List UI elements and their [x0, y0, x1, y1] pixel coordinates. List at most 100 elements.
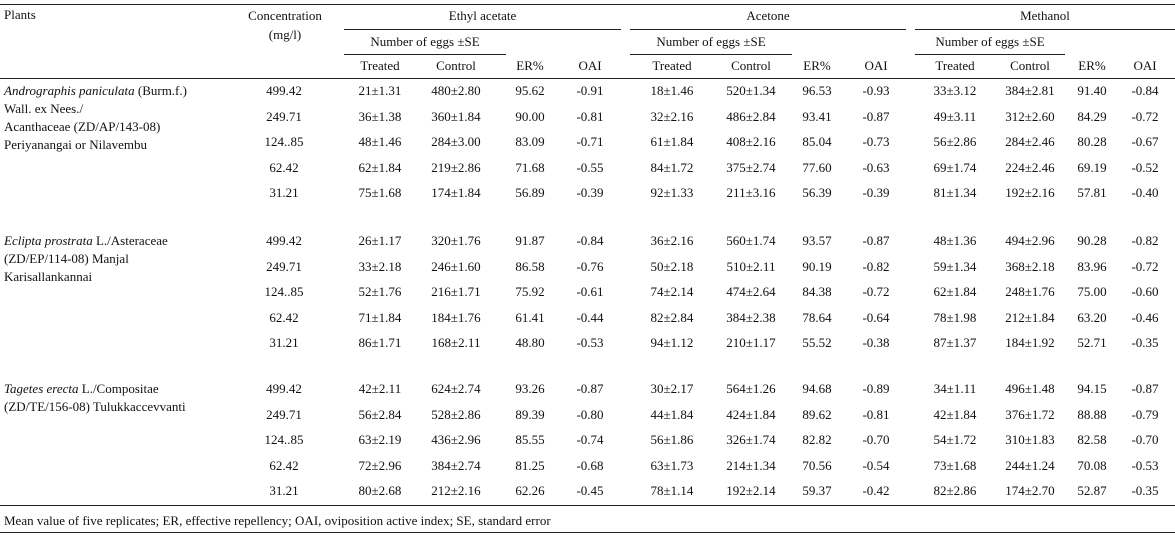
ea-control-cell: 320±1.76	[431, 233, 481, 248]
me-control-header: Control	[1010, 58, 1050, 73]
me-oai-cell: -0.35	[1131, 335, 1159, 350]
me-number-of-eggs: Number of eggs ±SE	[935, 34, 1045, 49]
ea-control-cell: 624±2.74	[431, 381, 481, 396]
me-er-cell: 91.40	[1077, 83, 1107, 98]
ea-er-cell: 81.25	[515, 457, 545, 473]
ea-er-cell: 56.89	[515, 185, 545, 200]
ea-oai-cell: -0.55	[576, 159, 604, 175]
ea-er-cell: 89.39	[515, 406, 545, 422]
me-control-cell: 192±2.16	[1005, 185, 1055, 200]
ea-treated-cell: 72±2.96	[358, 457, 402, 473]
me-oai-cell: -0.67	[1131, 134, 1159, 149]
ac-control-cell: 564±1.26	[726, 381, 776, 396]
ac-er-cell: 84.38	[802, 284, 832, 299]
ea-er-cell: 91.87	[515, 233, 545, 248]
ea-oai-cell: -0.76	[576, 258, 604, 274]
ea-control-cell: 219±2.86	[431, 159, 481, 175]
me-control-cell: 494±2.96	[1005, 233, 1055, 248]
ac-treated-cell: 74±2.14	[650, 284, 694, 299]
me-control-cell: 248±1.76	[1005, 284, 1055, 299]
ac-control-cell: 520±1.34	[726, 83, 776, 98]
ea-treated-cell: 42±2.11	[358, 381, 402, 396]
ac-treated-cell: 56±1.86	[650, 432, 694, 447]
plant-name-line: Eclipta prostrata L./Asteraceae	[4, 232, 168, 249]
ea-control-cell: 216±1.71	[431, 284, 481, 299]
me-oai-cell: -0.79	[1131, 406, 1159, 422]
ea-treated-cell: 26±1.17	[358, 233, 402, 248]
me-control-cell: 212±1.84	[1005, 309, 1055, 325]
ac-oai-cell: -0.73	[862, 134, 890, 149]
ac-er-cell: 96.53	[802, 83, 832, 98]
plant-name-line: Karisallankannai	[4, 268, 92, 285]
me-er-cell: 75.00	[1077, 284, 1107, 299]
me-treated-cell: 42±1.84	[933, 406, 977, 422]
ea-oai-cell: -0.81	[576, 108, 604, 124]
ac-treated-cell: 94±1.12	[650, 335, 694, 350]
ea-treated-cell: 62±1.84	[358, 159, 402, 175]
me-control-cell: 368±2.18	[1005, 258, 1055, 274]
ea-oai-cell: -0.74	[576, 432, 604, 447]
ea-er-header: ER%	[516, 58, 544, 73]
ac-oai-cell: -0.39	[862, 185, 890, 200]
ea-er-cell: 85.55	[515, 432, 545, 447]
ac-treated-cell: 61±1.84	[650, 134, 694, 149]
ac-er-cell: 59.37	[802, 483, 832, 498]
ac-treated-cell: 30±2.17	[650, 381, 694, 396]
concentration-cell: 124..85	[264, 284, 304, 299]
ea-treated-cell: 33±2.18	[358, 258, 402, 274]
me-oai-cell: -0.53	[1131, 457, 1159, 473]
ac-treated-cell: 78±1.14	[650, 483, 694, 498]
ea-control-cell: 184±1.76	[431, 309, 481, 325]
ea-control-cell: 212±2.16	[431, 483, 481, 498]
me-er-cell: 70.08	[1077, 457, 1107, 473]
ac-oai-cell: -0.72	[862, 284, 890, 299]
ea-er-cell: 48.80	[515, 335, 545, 350]
ea-treated-cell: 52±1.76	[358, 284, 402, 299]
ea-treated-cell: 36±1.38	[358, 108, 402, 124]
solvent-ethyl-acetate: Ethyl acetate	[448, 8, 517, 23]
solvent-acetone: Acetone	[746, 8, 790, 23]
concentration-cell: 124..85	[264, 432, 304, 447]
me-er-cell: 88.88	[1077, 406, 1107, 422]
ac-er-cell: 55.52	[802, 335, 832, 350]
ac-control-cell: 510±2.11	[726, 258, 776, 274]
ea-number-of-eggs: Number of eggs ±SE	[370, 34, 480, 49]
ea-oai-header: OAI	[578, 58, 602, 73]
me-control-cell: 310±1.83	[1005, 432, 1055, 447]
concentration-cell: 62.42	[269, 457, 299, 473]
ac-er-cell: 70.56	[802, 457, 832, 473]
me-er-cell: 52.87	[1077, 483, 1107, 498]
ac-control-cell: 192±2.14	[726, 483, 776, 498]
ac-control-cell: 214±1.34	[726, 457, 776, 473]
me-oai-cell: -0.70	[1131, 432, 1159, 447]
ethyl-acetate-rule	[344, 29, 621, 30]
ac-treated-header: Treated	[652, 58, 692, 73]
me-treated-cell: 56±2.86	[933, 134, 977, 149]
ac-er-header: ER%	[803, 58, 831, 73]
top-rule	[0, 4, 1175, 5]
me-er-cell: 82.58	[1077, 432, 1107, 447]
me-control-cell: 174±2.70	[1005, 483, 1055, 498]
footnote-bottom-rule	[0, 532, 1175, 533]
ea-treated-cell: 75±1.68	[358, 185, 402, 200]
plant-name-line: Acanthaceae (ZD/AP/143-08)	[4, 118, 160, 135]
concentration-cell: 499.42	[266, 381, 302, 396]
ac-oai-cell: -0.54	[862, 457, 890, 473]
me-oai-cell: -0.40	[1131, 185, 1159, 200]
ea-oai-cell: -0.45	[576, 483, 604, 498]
ac-er-cell: 93.57	[802, 233, 832, 248]
ac-control-cell: 384±2.38	[726, 309, 776, 325]
ea-er-cell: 71.68	[515, 159, 545, 175]
plant-details: Wall. ex Nees./	[4, 101, 84, 116]
me-treated-header: Treated	[935, 58, 975, 73]
methanol-rule	[915, 29, 1175, 30]
concentration-cell: 31.21	[269, 483, 299, 498]
me-oai-cell: -0.87	[1131, 381, 1159, 396]
me-treated-cell: 62±1.84	[933, 284, 977, 299]
me-control-cell: 496±1.48	[1005, 381, 1055, 396]
ac-control-cell: 560±1.74	[726, 233, 776, 248]
ac-treated-cell: 82±2.84	[650, 309, 694, 325]
me-treated-cell: 82±2.86	[933, 483, 977, 498]
me-oai-cell: -0.46	[1131, 309, 1159, 325]
